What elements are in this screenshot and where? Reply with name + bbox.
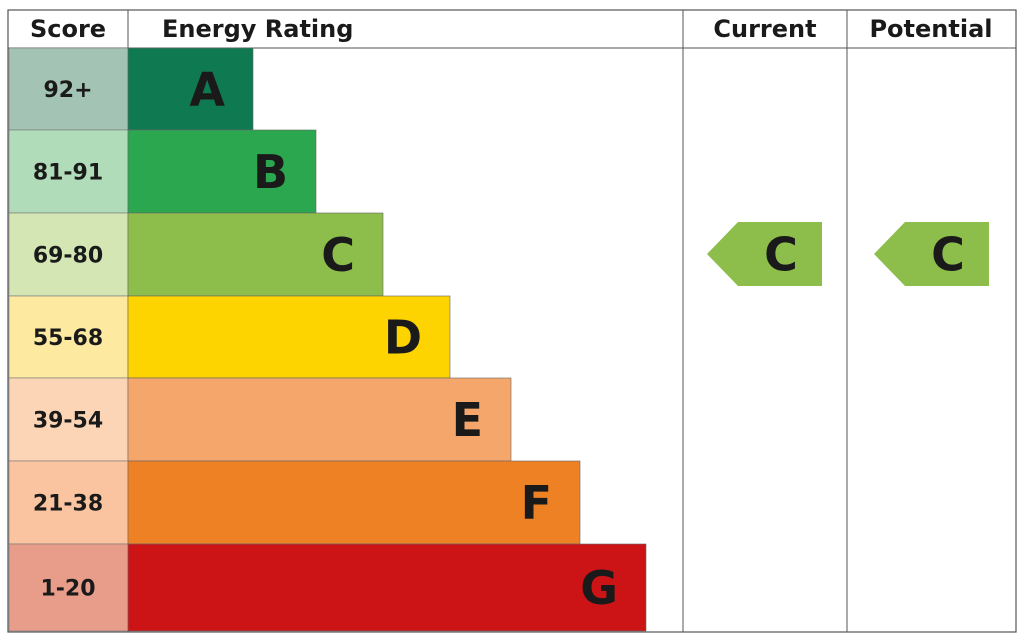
band-bar xyxy=(127,543,647,632)
rating-letter: C xyxy=(931,228,965,282)
band-bar xyxy=(127,295,451,379)
rating-arrow xyxy=(874,222,989,286)
band-bar xyxy=(127,47,254,131)
score-label: 92+ xyxy=(43,78,92,103)
score-label: 39-54 xyxy=(33,409,103,434)
header-potential: Potential xyxy=(869,15,992,43)
header-current: Current xyxy=(713,15,816,43)
band-letter: C xyxy=(321,228,355,282)
band-letter: E xyxy=(452,393,483,447)
score-cell xyxy=(8,212,129,297)
band-bar xyxy=(127,212,384,297)
band-bar xyxy=(127,460,581,545)
header-score: Score xyxy=(30,15,106,43)
band-letter: D xyxy=(384,311,422,365)
score-cell xyxy=(8,543,129,632)
rating-letter: C xyxy=(764,228,798,282)
score-cell xyxy=(8,129,129,214)
score-label: 21-38 xyxy=(33,492,103,517)
score-label: 69-80 xyxy=(33,244,103,269)
score-cell xyxy=(8,377,129,462)
score-label: 55-68 xyxy=(33,326,103,351)
band-letter: B xyxy=(253,145,288,199)
score-label: 1-20 xyxy=(40,577,95,602)
band-letter: G xyxy=(580,561,618,615)
rating-arrow xyxy=(707,222,822,286)
header-rating: Energy Rating xyxy=(162,15,353,43)
band-letter: F xyxy=(521,476,552,530)
band-bar xyxy=(127,129,317,214)
band-bar xyxy=(127,377,512,462)
band-letter: A xyxy=(189,63,225,117)
score-label: 81-91 xyxy=(33,161,103,186)
score-cell xyxy=(8,460,129,545)
